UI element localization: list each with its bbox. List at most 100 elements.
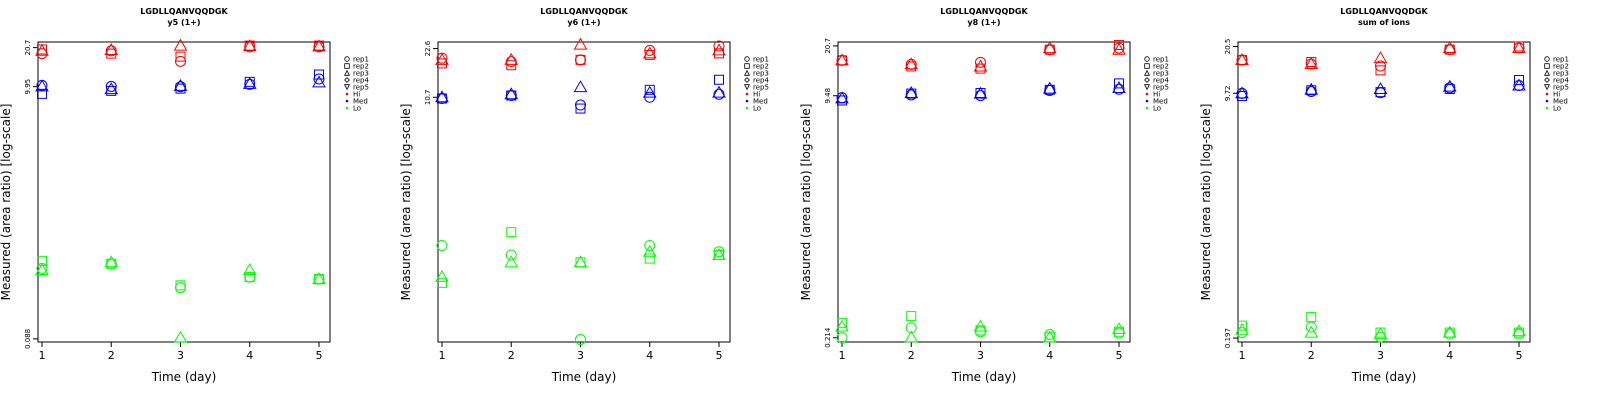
legend-label-rep1: rep1 — [1553, 56, 1569, 64]
y-tick-label: 0.197 — [1224, 328, 1232, 348]
data-point-hi-rep2 — [1114, 39, 1124, 50]
x-tick-label: 4 — [646, 349, 653, 362]
x-tick-label: 1 — [39, 349, 46, 362]
legend-dot-hi — [1145, 92, 1149, 96]
plot-frame — [837, 41, 1131, 343]
legend-label-rep4: rep4 — [1553, 77, 1569, 85]
legend-label-rep1: rep1 — [753, 56, 769, 64]
data-point-lo-rep3 — [1373, 327, 1388, 340]
data-point-med-rep3 — [173, 78, 188, 91]
legend-dot-lo — [345, 106, 349, 110]
chart-panel-y5: LGDLLQANVQQDGK y5 (1+) 1 2 3 4 5 20.7 9.95 0.088 T… — [0, 0, 400, 400]
legend-label-hi: Hi — [1553, 91, 1560, 99]
data-point-med-rep2 — [644, 84, 655, 95]
y-tick-label: 22.6 — [424, 40, 432, 56]
data-point-lo-rep3 — [642, 244, 657, 257]
legend-symbol-rep5 — [744, 84, 750, 91]
legend-symbol-rep1 — [744, 56, 750, 62]
data-point-lo-rep2 — [437, 277, 447, 288]
x-tick-label: 1 — [1239, 349, 1246, 362]
chart-panel-y6: LGDLLQANVQQDGK y6 (1+) 1 2 3 4 5 22.6 10.7 Time (… — [400, 0, 800, 400]
data-point-hi-rep3 — [35, 43, 49, 56]
data-point-hi-rep3 — [435, 52, 449, 65]
x-tick-label: 1 — [839, 349, 846, 362]
chart-subtitle: y5 (1+) — [167, 18, 200, 27]
legend-dot-lo — [1545, 106, 1549, 110]
x-tick-label: 3 — [577, 349, 584, 362]
data-point-med-rep2 — [1514, 75, 1524, 86]
legend-label-rep5: rep5 — [1553, 84, 1569, 92]
legend-symbol-rep3 — [1144, 69, 1150, 76]
data-point-lo-rep1 — [436, 239, 448, 251]
data-point-med-rep2 — [314, 69, 324, 80]
data-point-med-rep1 — [575, 99, 586, 111]
chart-y6: LGDLLQANVQQDGK y6 (1+) 1 2 3 4 5 22.6 10.7 Time (… — [400, 7, 769, 384]
legend-symbol-rep5 — [1144, 84, 1150, 91]
legend-label-rep3: rep3 — [353, 70, 369, 78]
data-point-lo-rep1 — [505, 249, 517, 261]
x-tick-label: 5 — [1516, 349, 1523, 362]
y-tick-label: 0.088 — [24, 329, 32, 349]
chart-title: LGDLLQANVQQDGK — [540, 7, 628, 16]
data-point-lo-rep3 — [173, 330, 188, 343]
data-point-lo-rep2 — [644, 253, 655, 264]
legend-dot-hi — [745, 92, 749, 96]
x-tick-label: 2 — [108, 349, 115, 362]
data-point-hi-rep3 — [312, 39, 326, 52]
legend-label-lo: Lo — [353, 105, 361, 113]
legend-symbol-rep3 — [744, 69, 750, 76]
legend-dot-med — [745, 99, 749, 103]
data-point-hi-rep2 — [506, 60, 517, 71]
legend-symbol-rep4 — [744, 77, 750, 83]
legend-dot-lo — [745, 106, 749, 110]
data-point-med-rep3 — [104, 82, 119, 95]
x-tick-label: 4 — [1046, 349, 1053, 362]
data-point-lo-rep3 — [1112, 322, 1126, 335]
data-point-med-rep3 — [1512, 78, 1526, 91]
x-tick-label: 5 — [1116, 349, 1123, 362]
data-point-med-rep2 — [575, 103, 586, 114]
x-tick-label: 4 — [246, 349, 253, 362]
legend-label-med: Med — [353, 98, 368, 106]
legend-label-med: Med — [1153, 98, 1168, 106]
data-points — [835, 39, 1126, 344]
data-point-lo-rep3 — [35, 263, 49, 276]
legend-label-lo: Lo — [753, 105, 761, 113]
data-point-hi-rep3 — [242, 39, 257, 52]
legend-symbol-rep2 — [1144, 63, 1150, 69]
x-tick-label: 3 — [977, 349, 984, 362]
legend-label-rep3: rep3 — [1153, 70, 1169, 78]
x-axis-label: Time (day) — [951, 370, 1017, 384]
data-point-hi-rep3 — [1512, 40, 1526, 53]
data-point-hi-rep2 — [714, 48, 724, 59]
data-point-lo-rep3 — [435, 269, 449, 282]
data-point-hi-rep3 — [642, 46, 657, 59]
data-point-med-rep3 — [1235, 86, 1249, 99]
data-point-hi-rep3 — [712, 43, 726, 56]
data-point-lo-rep3 — [904, 330, 919, 343]
data-point-lo-rep3 — [242, 263, 257, 276]
legend-symbol-rep2 — [744, 63, 750, 69]
data-point-lo-rep1 — [836, 332, 848, 344]
legend-label-rep5: rep5 — [353, 84, 369, 92]
chart-subtitle: sum of ions — [1358, 18, 1410, 27]
plot-frame — [437, 41, 731, 343]
legend-symbol-rep2 — [1544, 63, 1550, 69]
legend-label-rep3: rep3 — [753, 70, 769, 78]
legend-label-rep4: rep4 — [753, 77, 769, 85]
x-tick-label: 2 — [508, 349, 515, 362]
data-point-med-rep1 — [713, 88, 725, 100]
chart-panel-y8: LGDLLQANVQQDGK y8 (1+) 1 2 3 4 5 20.7 9.48 0.214 T… — [800, 0, 1200, 400]
legend-symbol-rep3 — [1544, 69, 1550, 76]
data-point-med-rep2 — [906, 88, 917, 99]
legend-label-lo: Lo — [1553, 105, 1561, 113]
y-tick-label: 10.7 — [424, 89, 432, 105]
data-point-lo-rep3 — [104, 255, 119, 268]
chart-y8: LGDLLQANVQQDGK y8 (1+) 1 2 3 4 5 20.7 9.48 0.214 T… — [800, 7, 1169, 384]
legend-dot-med — [345, 99, 349, 103]
x-tick-label: 3 — [1377, 349, 1384, 362]
x-axis-label: Time (day) — [151, 370, 217, 384]
data-point-hi-rep1 — [1044, 44, 1056, 56]
legend-label-rep2: rep2 — [1153, 63, 1169, 71]
